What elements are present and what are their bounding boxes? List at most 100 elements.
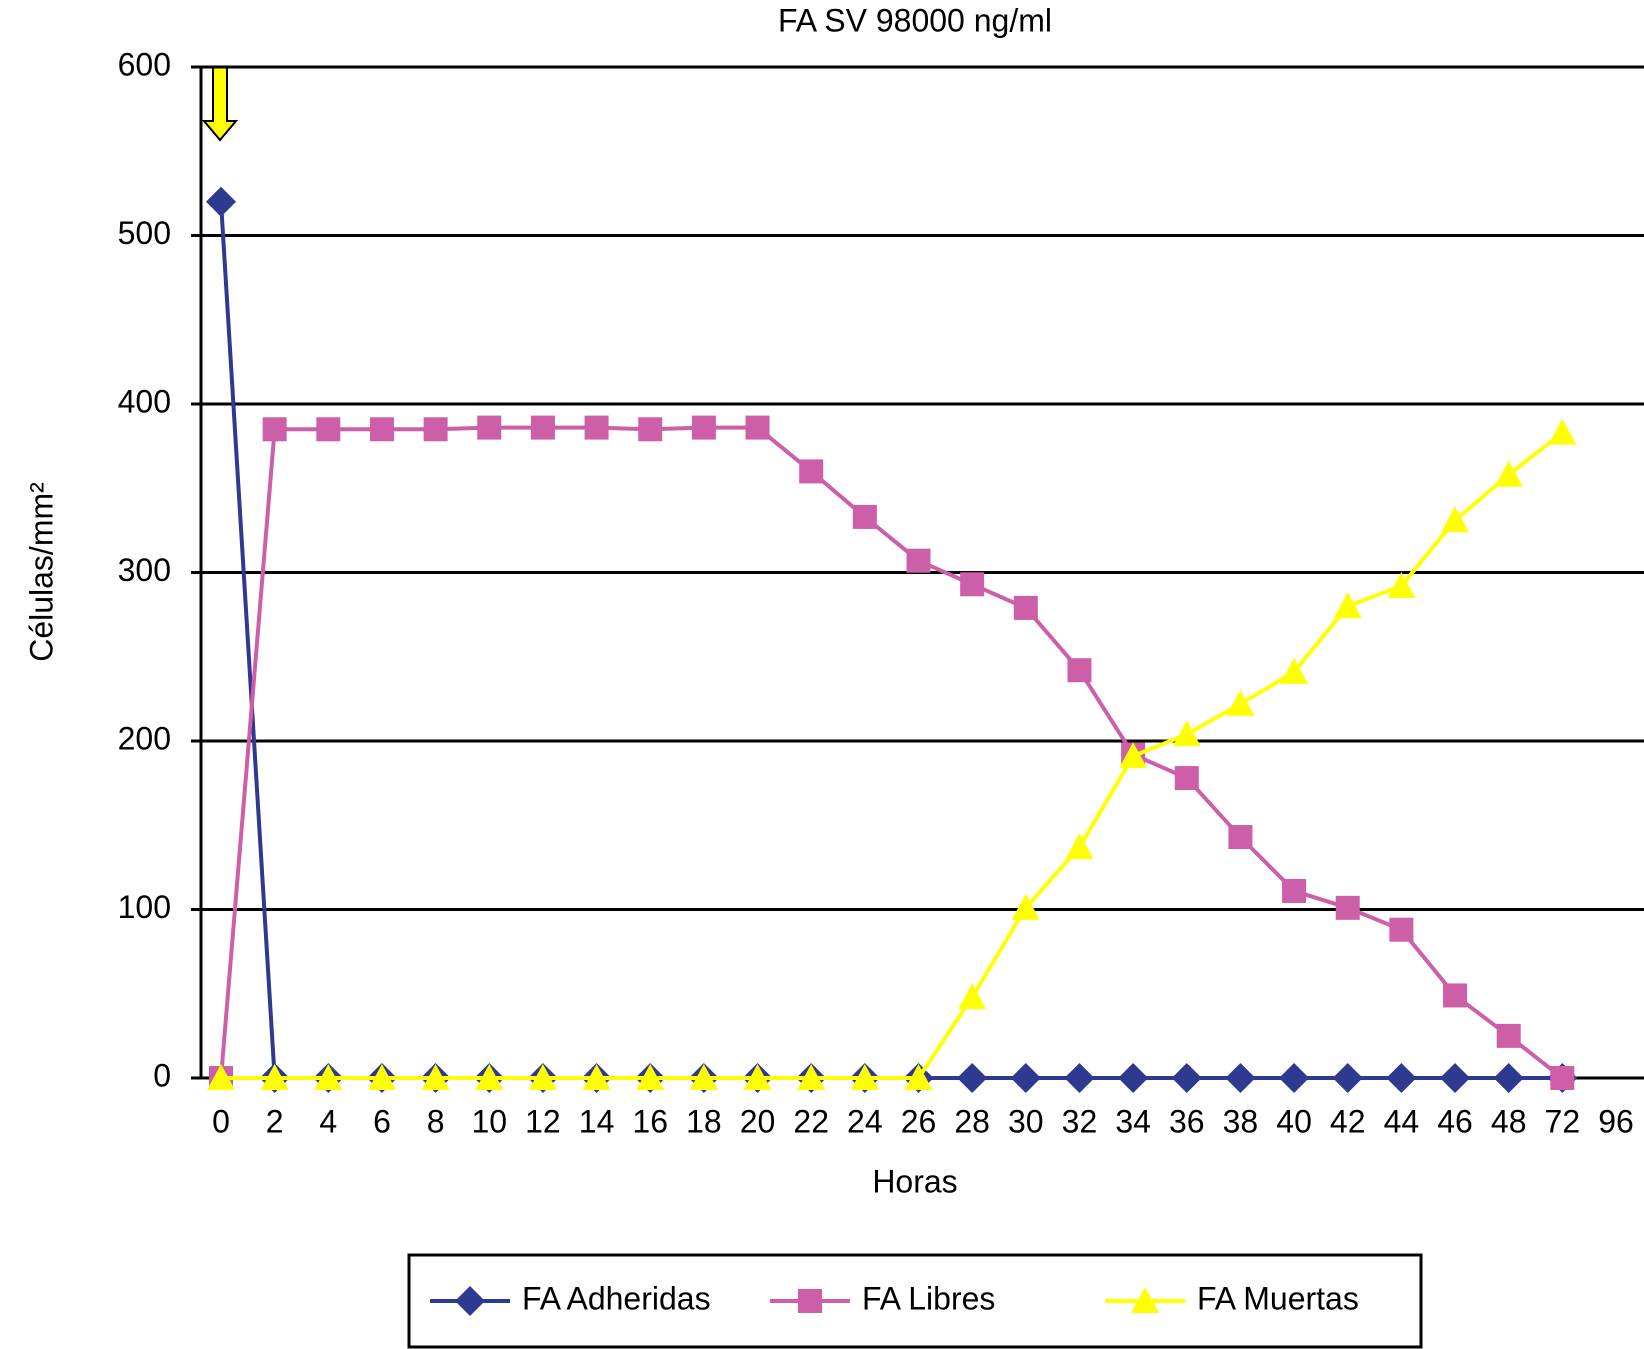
series-line [219,425,1564,1080]
point [1065,833,1094,860]
point [423,417,448,442]
point [1441,506,1470,533]
point [1172,720,1201,747]
point [1174,766,1199,791]
x-tick-label: 32 [1062,1103,1098,1139]
point [1333,592,1362,619]
legend-label: FA Libres [862,1280,995,1316]
point [1171,1063,1202,1093]
point [314,1064,343,1090]
point [1119,742,1148,769]
y-tick-label: 100 [118,889,171,925]
x-tick-label: 96 [1598,1103,1634,1139]
x-tick-label: 18 [686,1103,722,1139]
series-line [221,431,1564,1080]
point [1226,689,1255,716]
y-tick-label: 600 [118,46,171,82]
x-tick-label: 16 [632,1103,668,1139]
x-tick-label: 34 [1115,1103,1151,1139]
x-axis-label: Horas [872,1163,957,1199]
point [1387,571,1416,598]
point [582,1064,611,1090]
point [904,1064,933,1090]
point [799,459,824,484]
point [1332,1063,1363,1093]
point [1440,1063,1471,1093]
x-tick-label: 12 [525,1103,561,1139]
point [1064,1063,1095,1093]
y-tick-label: 400 [118,383,171,419]
point [1335,895,1360,920]
x-tick-label: 44 [1384,1103,1420,1139]
point [906,548,931,573]
point [260,1064,289,1090]
x-tick-label: 30 [1008,1103,1044,1139]
x-tick-label: 22 [793,1103,829,1139]
point [584,415,609,440]
point [367,1064,396,1090]
point [316,417,341,442]
x-tick-label: 36 [1169,1103,1205,1139]
point [1443,983,1468,1008]
point [850,1064,879,1090]
legend-marker [798,1289,822,1313]
point [477,415,502,440]
point [1013,595,1038,620]
point [797,1064,826,1090]
y-tick-label: 500 [118,215,171,251]
point [852,504,877,529]
x-tick-label: 20 [740,1103,776,1139]
y-tick-label: 0 [153,1057,171,1093]
point [743,1064,772,1090]
point [1550,1066,1575,1090]
point [1011,893,1040,920]
point [1548,418,1577,445]
point [1496,1023,1521,1048]
point [528,1064,557,1090]
point [1228,825,1253,850]
x-tick-label: 28 [954,1103,990,1139]
point [957,1063,988,1093]
x-tick-label: 6 [373,1103,391,1139]
point [960,572,985,597]
point [1280,657,1309,684]
point [530,415,555,440]
x-tick-label: 40 [1276,1103,1312,1139]
x-tick-label: 14 [579,1103,615,1139]
x-tick-label: 0 [212,1103,230,1139]
legend-label: FA Muertas [1197,1280,1359,1316]
x-tick-label: 8 [427,1103,445,1139]
point [636,1064,665,1090]
point [1279,1063,1310,1093]
point [691,415,716,440]
y-axis-label: Células/mm² [23,482,59,662]
x-tick-label: 26 [901,1103,937,1139]
point [1010,1063,1041,1093]
x-tick-label: 24 [847,1103,883,1139]
point [475,1064,504,1090]
x-tick-label: 2 [266,1103,284,1139]
point [262,417,287,442]
y-tick-label: 300 [118,552,171,588]
point [745,415,770,440]
point [958,983,987,1010]
legend-marker [455,1286,485,1316]
point [689,1064,718,1090]
legend-marker [1131,1287,1159,1313]
x-tick-label: 38 [1223,1103,1259,1139]
chart-title: FA SV 98000 ng/ml [778,2,1052,38]
x-tick-label: 72 [1545,1103,1581,1139]
x-tick-label: 42 [1330,1103,1366,1139]
x-tick-label: 46 [1437,1103,1473,1139]
point [1389,917,1414,942]
point [1225,1063,1256,1093]
point [369,417,394,442]
x-tick-label: 4 [319,1103,337,1139]
point [1067,658,1092,683]
point [1493,1063,1524,1093]
point [1282,878,1307,903]
point [638,417,663,442]
series-line [219,201,1563,1080]
point [207,1064,235,1090]
